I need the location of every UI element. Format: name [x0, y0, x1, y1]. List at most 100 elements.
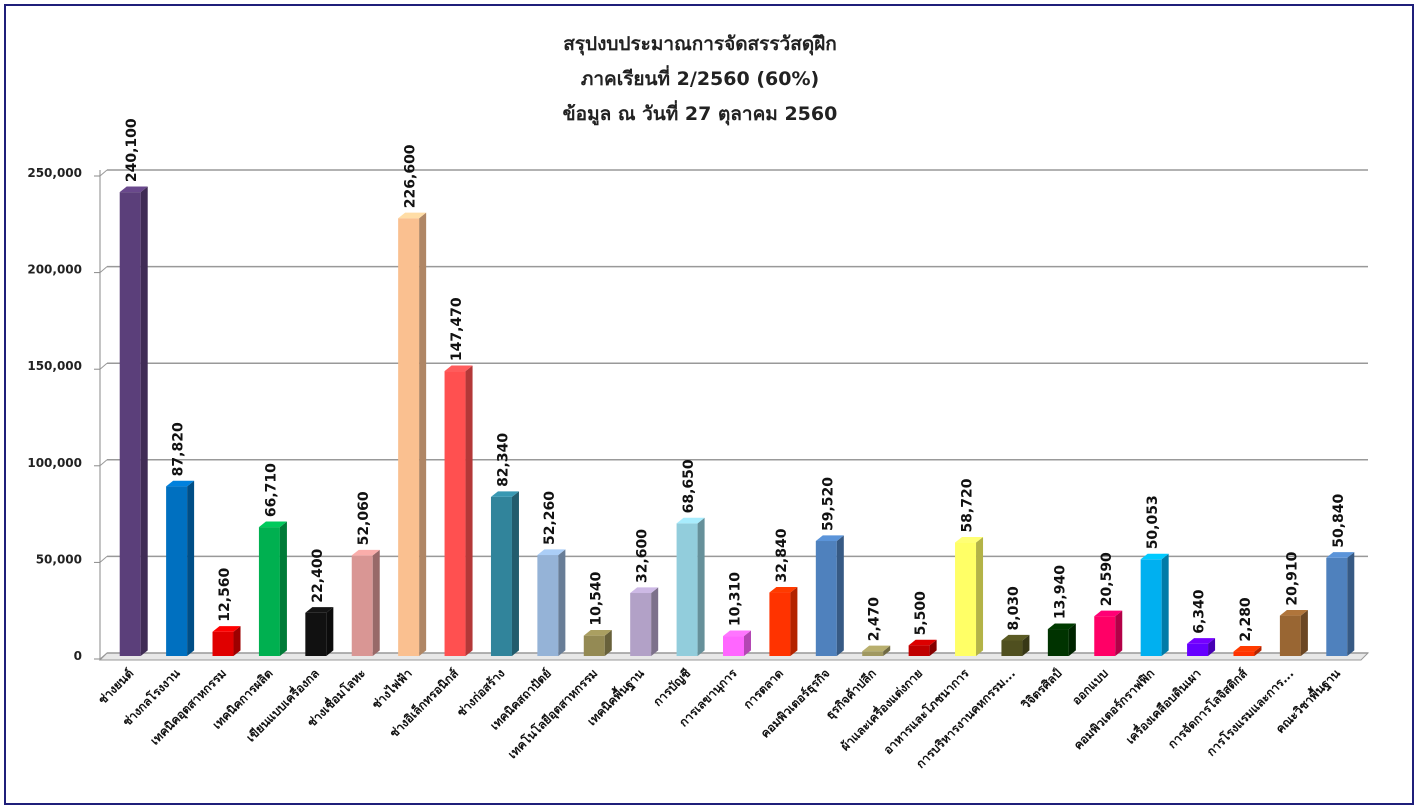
bar-side [790, 587, 797, 656]
bar-side [141, 187, 148, 656]
bar [259, 527, 280, 656]
y-tick-label: 100,000 [27, 456, 82, 470]
bar-side [512, 491, 519, 656]
bar [769, 593, 790, 656]
bar [120, 192, 141, 656]
bar [491, 497, 512, 656]
bar-side [1069, 623, 1076, 656]
value-label: 68,650 [681, 459, 697, 513]
bar-side [651, 587, 658, 656]
bar-side [466, 365, 473, 656]
value-label: 2,470 [867, 597, 883, 642]
grid-depth [100, 267, 107, 273]
value-label: 10,310 [728, 572, 744, 626]
grid-depth [100, 170, 107, 176]
value-label: 13,940 [1052, 565, 1068, 619]
value-label: 240,100 [124, 118, 140, 182]
bar [723, 636, 744, 656]
x-tick-label: คอมพิวเตอร์กราฟฟิก [1071, 666, 1157, 752]
value-label: 32,840 [774, 528, 790, 582]
y-tick-label: 50,000 [36, 552, 82, 566]
value-label: 6,340 [1192, 589, 1208, 634]
bar [1326, 558, 1347, 656]
bar-side [1115, 611, 1122, 656]
bar [166, 486, 187, 656]
chart-title: ภาคเรียนที่ 2/2560 (60%) [581, 65, 819, 90]
bar-side [698, 518, 705, 656]
bar [909, 645, 930, 656]
x-tick-label: การโรงแรมและการ... [1203, 666, 1296, 759]
value-label: 50,053 [1145, 495, 1161, 549]
bar-side [187, 481, 194, 656]
bar [955, 543, 976, 656]
bar [537, 555, 558, 656]
value-label: 12,560 [217, 567, 233, 621]
value-label: 50,840 [1331, 493, 1347, 547]
bar-side [1347, 552, 1354, 656]
bar-side [419, 213, 426, 656]
value-label: 52,060 [356, 491, 372, 545]
value-label: 22,400 [310, 548, 326, 602]
value-label: 82,340 [495, 433, 511, 487]
bar [1001, 640, 1022, 656]
y-tick-label: 200,000 [27, 263, 82, 277]
bar [862, 651, 883, 656]
bar [677, 523, 698, 656]
x-tick-label: การจัดการโลจิสติกส์ [1164, 665, 1250, 751]
bar [305, 613, 326, 656]
bar [1094, 616, 1115, 656]
chart: สรุปงบประมาณการจัดสรรวัสดุฝึกภาคเรียนที่… [0, 0, 1418, 809]
bar [1048, 629, 1069, 656]
bar [1233, 652, 1254, 656]
grid-depth [100, 556, 107, 562]
bar [630, 593, 651, 656]
grid-depth [100, 363, 107, 369]
x-tick-label: การตลาด [741, 666, 786, 711]
value-label: 20,910 [1284, 551, 1300, 605]
bar [445, 371, 466, 656]
value-label: 52,260 [542, 491, 558, 545]
bar-side [326, 607, 333, 656]
bar-side [558, 549, 565, 656]
value-label: 66,710 [263, 463, 279, 517]
x-tick-label: ช่างยนต์ [95, 666, 136, 707]
bar-side [280, 522, 287, 656]
value-label: 87,820 [171, 422, 187, 476]
x-tick-label: เทคโนโลยีอุตสาหกรรม [505, 666, 602, 763]
y-tick-label: 250,000 [27, 166, 82, 180]
bar [1187, 644, 1208, 656]
bar-side [1301, 610, 1308, 656]
value-label: 147,470 [449, 297, 465, 361]
bar [1280, 616, 1301, 656]
grid-depth [100, 460, 107, 466]
x-tick-label: อาหารและโภชนาการ [880, 665, 972, 757]
bar [816, 541, 837, 656]
bar [398, 218, 419, 656]
bar-side [373, 550, 380, 656]
x-tick-label: ช่างไฟฟ้า [368, 666, 414, 712]
value-label: 226,600 [403, 144, 419, 208]
value-label: 59,520 [820, 477, 836, 531]
value-label: 2,280 [1238, 597, 1254, 642]
x-tick-label: ออกแบบ [1069, 666, 1110, 707]
value-label: 10,540 [588, 571, 604, 625]
x-tick-label: วิจิตรศิลป์ [1019, 666, 1065, 712]
chart-title: ข้อมูล ณ วันที่ 27 ตุลาคม 2560 [563, 100, 838, 126]
bar [584, 636, 605, 656]
bar-side [1162, 554, 1169, 656]
value-label: 58,720 [960, 478, 976, 532]
chart-title: สรุปงบประมาณการจัดสรรวัสดุฝึก [563, 33, 837, 56]
bar-side [976, 537, 983, 656]
y-tick-label: 0 [74, 649, 82, 663]
bar-side [837, 535, 844, 656]
value-label: 8,030 [1006, 586, 1022, 631]
value-label: 20,590 [1099, 552, 1115, 606]
y-tick-label: 150,000 [27, 359, 82, 373]
bar [213, 632, 234, 656]
value-label: 32,600 [635, 529, 651, 583]
x-tick-label: การบัญชี [650, 666, 693, 709]
value-label: 5,500 [913, 591, 929, 636]
bar [352, 555, 373, 656]
x-tick-label: ผ้าและเครื่องแต่งกาย [837, 665, 926, 754]
bar [1141, 559, 1162, 656]
